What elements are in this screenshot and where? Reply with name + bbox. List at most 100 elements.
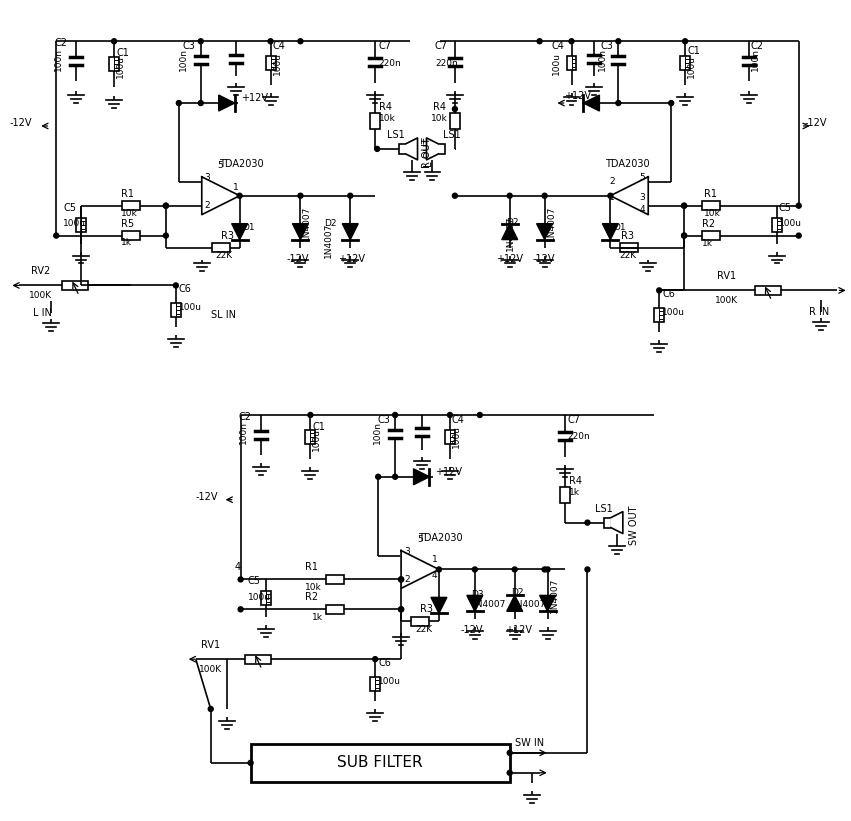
Text: C6: C6	[662, 289, 675, 300]
Text: C3: C3	[377, 415, 390, 425]
Bar	[450, 113, 460, 129]
Bar	[77, 218, 86, 232]
Polygon shape	[537, 223, 552, 240]
Circle shape	[398, 607, 403, 612]
Circle shape	[669, 100, 674, 106]
Circle shape	[163, 233, 168, 238]
Text: 100u: 100u	[272, 52, 282, 75]
Text: 100K: 100K	[199, 665, 222, 673]
Circle shape	[507, 770, 512, 775]
Text: C5: C5	[63, 203, 77, 213]
Text: 10k: 10k	[121, 209, 138, 218]
Text: +12V: +12V	[241, 93, 267, 103]
Text: +12V: +12V	[505, 626, 532, 635]
Text: R3: R3	[220, 231, 234, 241]
Circle shape	[797, 204, 802, 209]
Text: 1N4007: 1N4007	[302, 206, 311, 241]
Text: 3: 3	[404, 547, 410, 556]
Bar	[250, 744, 510, 782]
Text: 3: 3	[639, 193, 645, 202]
Text: 10k: 10k	[306, 583, 323, 592]
Text: R1: R1	[121, 189, 134, 199]
Text: C1: C1	[312, 422, 325, 432]
Bar	[260, 591, 271, 605]
Text: 220n: 220n	[378, 58, 401, 67]
Bar	[212, 243, 230, 252]
Text: R4: R4	[433, 102, 446, 112]
Bar	[326, 605, 345, 614]
Circle shape	[174, 283, 179, 288]
Text: R IN: R IN	[808, 307, 829, 318]
Text: 10k: 10k	[431, 114, 448, 123]
Text: SUB FILTER: SUB FILTER	[337, 755, 423, 770]
Polygon shape	[502, 223, 517, 240]
Circle shape	[373, 657, 378, 662]
Text: 100n: 100n	[598, 48, 608, 71]
Circle shape	[542, 567, 547, 572]
Text: +12V: +12V	[339, 254, 365, 264]
Text: 3: 3	[205, 173, 210, 182]
Text: 100u: 100u	[551, 52, 561, 75]
Polygon shape	[610, 177, 648, 214]
Text: 5: 5	[417, 535, 423, 544]
Text: 1k: 1k	[312, 612, 323, 621]
Text: D2: D2	[505, 218, 518, 227]
Text: 22K: 22K	[620, 251, 637, 260]
Text: TDA2030: TDA2030	[605, 158, 650, 169]
Bar	[266, 56, 276, 70]
Text: RV2: RV2	[31, 267, 50, 277]
Text: 22K: 22K	[215, 251, 233, 260]
Text: 100u: 100u	[248, 593, 271, 602]
Text: D1: D1	[243, 223, 255, 232]
Bar	[567, 56, 576, 70]
Bar	[755, 286, 781, 295]
Text: 1k: 1k	[702, 239, 713, 248]
Text: 100n: 100n	[751, 48, 760, 71]
Circle shape	[453, 107, 457, 112]
Bar	[62, 281, 89, 290]
Bar	[370, 677, 380, 691]
Circle shape	[448, 412, 453, 417]
Text: C6: C6	[378, 658, 391, 668]
Text: +12V: +12V	[496, 254, 523, 264]
Circle shape	[392, 475, 397, 479]
Polygon shape	[401, 551, 439, 589]
Bar	[680, 56, 690, 70]
Circle shape	[608, 193, 613, 198]
Text: LS1: LS1	[596, 503, 614, 514]
Text: 1N4007: 1N4007	[511, 600, 546, 609]
Circle shape	[298, 39, 303, 44]
Text: 100n: 100n	[54, 48, 63, 71]
Text: RV1: RV1	[201, 640, 220, 650]
Text: 100u: 100u	[779, 219, 802, 228]
Text: C1: C1	[116, 48, 129, 58]
Text: 4: 4	[639, 205, 645, 214]
Text: -12V: -12V	[533, 254, 555, 264]
Text: RV1: RV1	[717, 272, 736, 282]
Bar	[122, 231, 140, 240]
Circle shape	[682, 204, 687, 209]
Text: R5: R5	[121, 218, 134, 228]
Circle shape	[238, 607, 243, 612]
Text: 2: 2	[609, 177, 615, 186]
Text: C4: C4	[452, 415, 465, 425]
Circle shape	[54, 233, 59, 238]
Polygon shape	[540, 595, 556, 612]
Polygon shape	[467, 595, 483, 612]
Text: 220n: 220n	[568, 433, 591, 442]
Circle shape	[512, 567, 517, 572]
Polygon shape	[431, 598, 447, 613]
Circle shape	[507, 750, 512, 755]
Circle shape	[453, 193, 457, 198]
Bar	[370, 113, 380, 129]
Bar	[306, 430, 316, 444]
Text: 100u: 100u	[687, 55, 696, 78]
Circle shape	[569, 39, 574, 44]
Text: R3: R3	[420, 604, 433, 614]
Text: C7: C7	[378, 41, 391, 51]
Bar	[604, 517, 611, 528]
Circle shape	[545, 567, 550, 572]
Circle shape	[437, 567, 442, 572]
Text: C1: C1	[687, 46, 700, 56]
Text: TDA2030: TDA2030	[418, 533, 463, 543]
